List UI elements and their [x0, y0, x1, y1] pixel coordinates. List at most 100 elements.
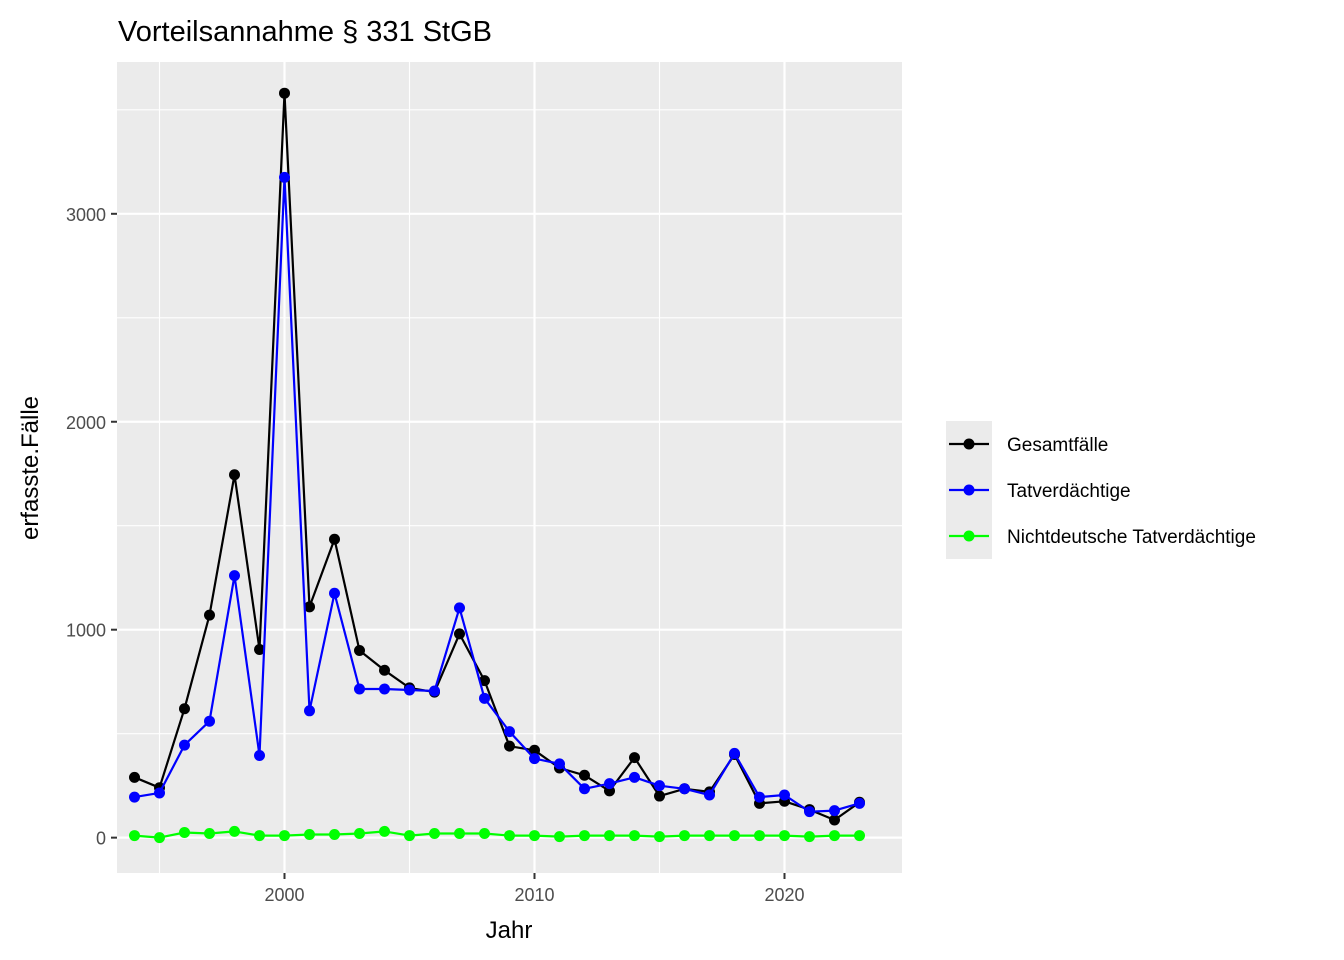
- data-point: [579, 830, 590, 842]
- data-point: [529, 753, 540, 765]
- data-point: [754, 791, 765, 803]
- data-point: [729, 747, 740, 759]
- data-point: [854, 830, 865, 842]
- data-point: [254, 643, 265, 655]
- data-point: [704, 789, 715, 801]
- data-point: [554, 831, 565, 843]
- data-point: [604, 778, 615, 790]
- data-point: [454, 602, 465, 614]
- legend: Gesamtfälle Tatverdächtige Nichtdeutsche T…: [946, 421, 1256, 559]
- data-point: [804, 806, 815, 818]
- data-point: [754, 830, 765, 842]
- data-point: [504, 740, 515, 752]
- y-tick-label: 3000: [66, 205, 106, 225]
- data-point: [379, 683, 390, 695]
- data-point: [579, 769, 590, 781]
- data-point: [279, 171, 290, 183]
- data-point: [429, 827, 440, 839]
- data-point: [129, 830, 140, 842]
- x-tick-label: 2010: [514, 885, 554, 905]
- data-point: [354, 827, 365, 839]
- series-layer: [129, 87, 865, 844]
- data-point: [479, 692, 490, 704]
- data-point: [829, 814, 840, 826]
- data-point: [229, 469, 240, 481]
- data-point: [654, 831, 665, 843]
- y-tick-label: 0: [96, 829, 106, 849]
- legend-key-point: [963, 484, 975, 496]
- data-point: [854, 797, 865, 809]
- x-tick-label: 2000: [264, 885, 304, 905]
- data-point: [229, 570, 240, 582]
- data-point: [679, 783, 690, 795]
- data-point: [829, 805, 840, 817]
- x-tick-label: 2020: [764, 885, 804, 905]
- data-point: [129, 791, 140, 803]
- data-point: [329, 533, 340, 545]
- data-point: [529, 744, 540, 756]
- data-point: [304, 705, 315, 717]
- legend-label: Nichtdeutsche Tatverdächtige: [1007, 527, 1256, 548]
- data-point: [229, 825, 240, 837]
- series-line: [134, 176, 860, 813]
- data-point: [504, 726, 515, 738]
- plot-panel: [117, 62, 902, 873]
- x-axis-title: Jahr: [486, 917, 533, 944]
- data-point: [829, 830, 840, 842]
- data-point: [204, 715, 215, 727]
- data-point: [254, 750, 265, 762]
- legend-label: Gesamtfälle: [1007, 435, 1108, 456]
- data-point: [329, 587, 340, 599]
- legend-label: Tatverdächtige: [1007, 481, 1131, 502]
- data-point: [604, 830, 615, 842]
- data-point: [504, 830, 515, 842]
- data-point: [204, 827, 215, 839]
- data-point: [354, 683, 365, 695]
- data-point: [429, 685, 440, 697]
- data-point: [454, 827, 465, 839]
- y-tick-label: 1000: [66, 621, 106, 641]
- data-point: [554, 758, 565, 770]
- data-point: [629, 771, 640, 783]
- data-point: [129, 771, 140, 783]
- data-point: [704, 830, 715, 842]
- data-point: [154, 787, 165, 799]
- data-point: [404, 684, 415, 696]
- data-point: [379, 825, 390, 837]
- data-point: [379, 664, 390, 676]
- data-point: [654, 780, 665, 792]
- data-point: [279, 830, 290, 842]
- data-point: [254, 830, 265, 842]
- data-point: [454, 628, 465, 640]
- data-point: [304, 601, 315, 613]
- data-point: [179, 826, 190, 838]
- data-point: [779, 789, 790, 801]
- data-point: [404, 830, 415, 842]
- data-point: [779, 830, 790, 842]
- legend-key-point: [963, 530, 975, 542]
- legend-key-point: [963, 438, 975, 450]
- data-point: [179, 703, 190, 715]
- data-point: [354, 644, 365, 656]
- data-point: [729, 830, 740, 842]
- y-axis-title: erfasste.Fälle: [17, 396, 44, 540]
- chart-title: Vorteilsannahme § 331 StGB: [118, 16, 492, 48]
- data-point: [329, 829, 340, 841]
- y-tick-label: 2000: [66, 413, 106, 433]
- data-point: [654, 790, 665, 802]
- data-point: [579, 783, 590, 795]
- data-point: [279, 87, 290, 99]
- data-point: [479, 675, 490, 687]
- data-point: [629, 752, 640, 764]
- data-point: [204, 609, 215, 621]
- grid-minor: [117, 62, 902, 873]
- data-point: [479, 827, 490, 839]
- data-point: [154, 832, 165, 844]
- y-axis: 0 1000 2000 3000: [66, 205, 117, 849]
- data-point: [629, 830, 640, 842]
- data-point: [529, 830, 540, 842]
- x-axis: 2000 2010 2020: [264, 873, 805, 905]
- data-point: [179, 739, 190, 751]
- data-point: [804, 831, 815, 843]
